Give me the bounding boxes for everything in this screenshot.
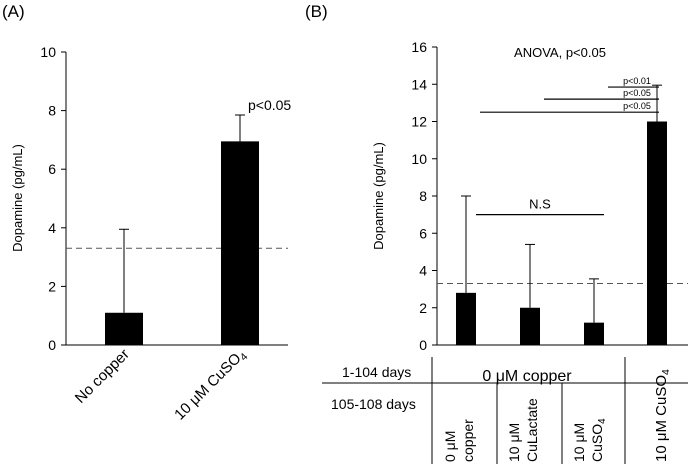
panel-a: (A) 0 2 4 6 8 10 Dopamine (pg/mL) p<0.05 No c… <box>2 2 291 425</box>
y-tick-label: 8 <box>419 188 427 204</box>
bar <box>456 292 476 345</box>
y-tick-label: 6 <box>419 225 427 241</box>
panel-a-y-ticks: 0 2 4 6 8 10 <box>40 44 66 353</box>
y-tick-label: 12 <box>411 114 427 130</box>
y-tick-label: 14 <box>411 76 427 92</box>
panel-a-category-label: No copper <box>72 346 133 407</box>
table-row2-cells: 0 μM copper 10 μM CuLactate 10 μM CuSO4 <box>442 398 608 462</box>
y-tick-label: 0 <box>419 337 427 353</box>
panel-b-comparisons: N.S p<0.05 p<0.05 p<0.01 <box>476 76 659 216</box>
y-tick-label: 16 <box>411 39 427 55</box>
panel-b: (B) 0 2 4 6 8 10 12 14 16 Dopamine (pg/mL) ANOVA… <box>305 2 688 464</box>
panel-a-marks <box>105 114 259 345</box>
table-cell-label: CuSO4 <box>589 418 608 462</box>
comparison-label: p<0.05 <box>623 101 651 111</box>
panel-b-label: (B) <box>305 2 328 21</box>
table-last-column-label: 10 μM CuSO4 <box>653 369 672 462</box>
subscript: 4 <box>660 369 672 375</box>
comparison-label: p<0.01 <box>623 76 651 86</box>
bar <box>105 312 143 345</box>
table-row1-label: 1-104 days <box>342 364 411 380</box>
bar <box>221 141 259 345</box>
y-tick-label: 0 <box>48 337 56 353</box>
table-cell-label: 10 μM <box>571 423 587 462</box>
panel-a-annotation: p<0.05 <box>248 97 291 113</box>
table-cell-label: 10 μM <box>506 423 522 462</box>
bar <box>647 121 667 345</box>
y-tick-label: 10 <box>411 151 427 167</box>
table-row1-value: 0 μM copper <box>482 368 572 385</box>
panel-a-category-label: 10 μM CuSO4 <box>171 346 250 425</box>
y-tick-label: 8 <box>48 103 56 119</box>
panel-b-marks <box>456 84 667 345</box>
y-tick-label: 4 <box>48 220 56 236</box>
comparison-label: p<0.05 <box>623 88 651 98</box>
y-tick-label: 2 <box>48 278 56 294</box>
y-tick-label: 4 <box>419 263 427 279</box>
bar <box>520 307 540 345</box>
panel-b-y-ticks: 0 2 4 6 8 10 12 14 16 <box>411 39 437 353</box>
comparison-label: N.S <box>529 197 551 212</box>
treatment-table: 1-104 days 105-108 days 0 μM copper 0 μM… <box>322 357 688 464</box>
table-cell-label: copper <box>460 419 476 462</box>
bar <box>584 322 604 345</box>
table-cell-label: CuLactate <box>524 398 540 462</box>
panel-a-y-label: Dopamine (pg/mL) <box>10 144 25 252</box>
y-tick-label: 10 <box>40 44 56 60</box>
subscript: 4 <box>238 351 251 364</box>
y-tick-label: 2 <box>419 300 427 316</box>
subscript: 4 <box>597 418 608 424</box>
table-cell-label: 0 μM <box>442 431 458 462</box>
panel-b-y-label: Dopamine (pg/mL) <box>371 142 386 250</box>
panel-b-title: ANOVA, p<0.05 <box>514 45 606 60</box>
table-row2-label: 105-108 days <box>331 396 416 412</box>
panel-a-label: (A) <box>2 2 25 21</box>
y-tick-label: 6 <box>48 161 56 177</box>
